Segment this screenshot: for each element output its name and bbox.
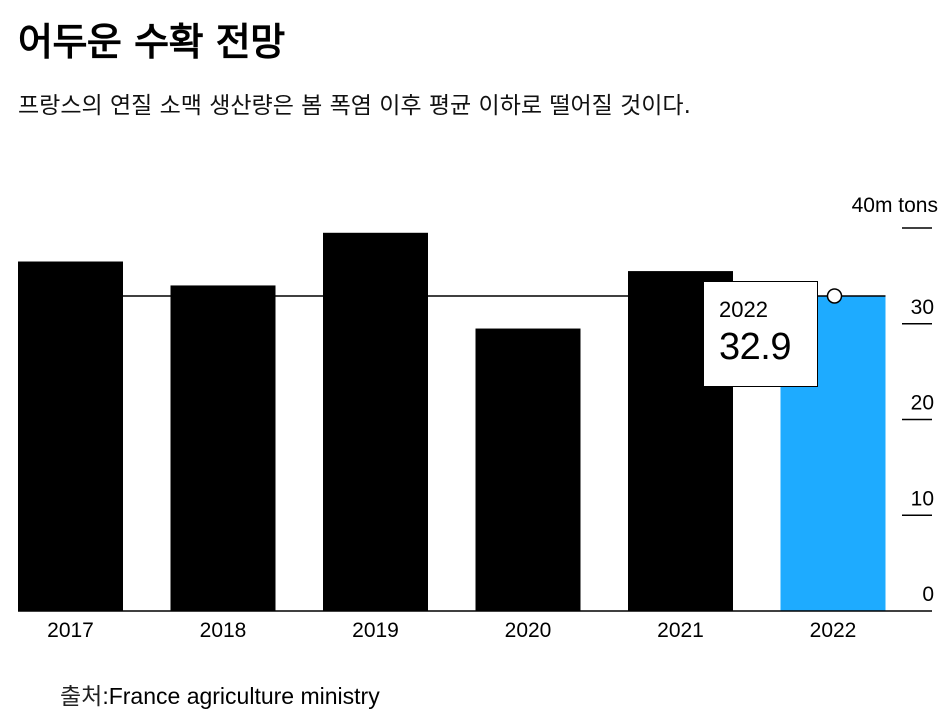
source-separator: :	[102, 683, 109, 709]
value-callout: 2022 32.9	[703, 281, 818, 387]
bar-2017	[18, 261, 123, 611]
x-tick-label-2017: 2017	[47, 619, 94, 642]
source-text: France agriculture ministry	[108, 683, 380, 709]
y-tick-label-10: 10	[911, 487, 934, 510]
source-label: 출처	[60, 684, 103, 710]
y-tick-label-0: 0	[922, 583, 934, 606]
y-tick-label-20: 20	[911, 392, 934, 415]
y-axis-unit-label: 40m tons	[852, 194, 938, 217]
x-tick-label-2020: 2020	[505, 619, 552, 642]
x-tick-label-2018: 2018	[200, 619, 247, 642]
chart-title: 어두운 수확 전망	[18, 20, 285, 64]
value-marker	[826, 288, 843, 304]
x-tick-label-2022: 2022	[810, 619, 857, 642]
x-tick-label-2021: 2021	[657, 619, 704, 642]
callout-value: 32.9	[719, 326, 791, 368]
x-tick-label-2019: 2019	[352, 619, 399, 642]
bar-2019	[323, 232, 428, 611]
bar-2020	[475, 328, 581, 611]
y-tick-label-30: 30	[911, 296, 934, 319]
chart-subtitle: 프랑스의 연질 소맥 생산량은 봄 폭염 이후 평균 이하로 떨어질 것이다.	[18, 93, 691, 119]
callout-year: 2022	[719, 297, 768, 322]
source-note: 출처:France agriculture ministry	[60, 680, 380, 713]
bar-2018	[170, 285, 276, 611]
